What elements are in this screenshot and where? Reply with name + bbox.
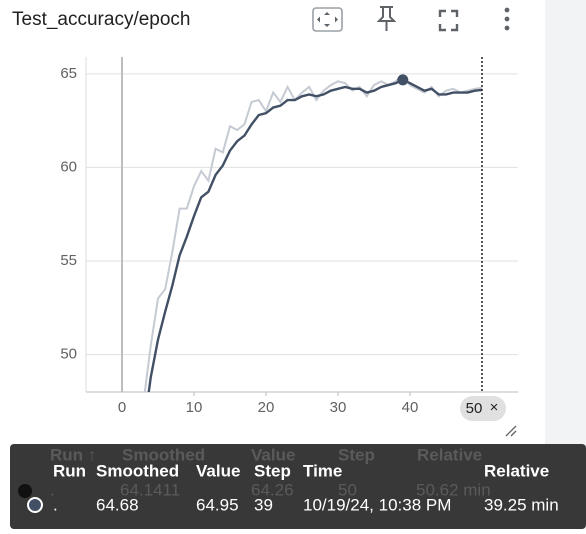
cursor-chip-close: × — [490, 399, 499, 416]
cursor-chip-label: 50 — [466, 400, 483, 417]
series-line — [147, 78, 483, 392]
side-strip — [545, 0, 586, 529]
ghost-header: Relative — [417, 445, 482, 464]
tooltip: Run ↑ Smoothed Value Step Relative. 64.1411 64… — [18, 445, 559, 514]
resize-handle[interactable] — [505, 425, 517, 437]
ghost-header: Smoothed — [122, 445, 205, 464]
ghost-cell: 50.62 min — [416, 480, 491, 499]
card-title: Test_accuracy/epoch — [12, 9, 191, 30]
tooltip-cell: 39 — [254, 495, 273, 514]
y-tick-label: 55 — [60, 252, 77, 269]
tooltip-header: Run — [53, 461, 86, 480]
fullscreen-button[interactable] — [438, 9, 459, 32]
cursor-chip — [460, 396, 506, 421]
run-dot — [27, 497, 43, 513]
ghost-cell: . — [50, 480, 55, 499]
x-tick-label: 10 — [186, 399, 203, 416]
ghost-cell: 50 — [338, 480, 357, 499]
tooltip-cell: 10/19/24, 10:38 PM — [303, 495, 451, 514]
tooltip-cell: 64.68 — [96, 495, 139, 514]
y-tick-label: 50 — [60, 346, 77, 363]
y-tick-label: 65 — [60, 65, 77, 82]
x-tick-label: 40 — [402, 399, 419, 416]
tooltip-cell: 64.95 — [196, 495, 239, 514]
tooltip-bg — [10, 444, 586, 529]
tooltip-header: Smoothed — [96, 461, 179, 480]
x-tick-label: 30 — [330, 399, 347, 416]
highlight-point — [397, 74, 409, 86]
plot: 50 55 60 65 0 10 20 30 40 50 × — [60, 57, 518, 421]
tooltip-cell: . — [53, 495, 58, 514]
tooltip-cell: 39.25 min — [484, 495, 559, 514]
ghost-cell: 64.26 — [251, 480, 294, 499]
series-line — [143, 73, 483, 392]
ghost-run-dot — [18, 484, 32, 498]
more-button[interactable] — [504, 7, 510, 31]
ghost-header: Step — [338, 445, 375, 464]
ghost-header: Value — [251, 445, 295, 464]
fit-domain-button[interactable] — [312, 7, 343, 32]
x-tick-label: 0 — [118, 399, 126, 416]
pin-button[interactable] — [376, 6, 397, 31]
ghost-cell: 64.1411 — [120, 480, 180, 499]
tooltip-header: Time — [303, 461, 342, 480]
x-tick-label: 20 — [258, 399, 275, 416]
y-tick-label: 60 — [60, 158, 77, 175]
tooltip-header: Relative — [484, 461, 549, 480]
tooltip-header: Value — [196, 461, 240, 480]
ghost-header: Run ↑ — [50, 445, 96, 464]
tooltip-header: Step — [254, 461, 291, 480]
